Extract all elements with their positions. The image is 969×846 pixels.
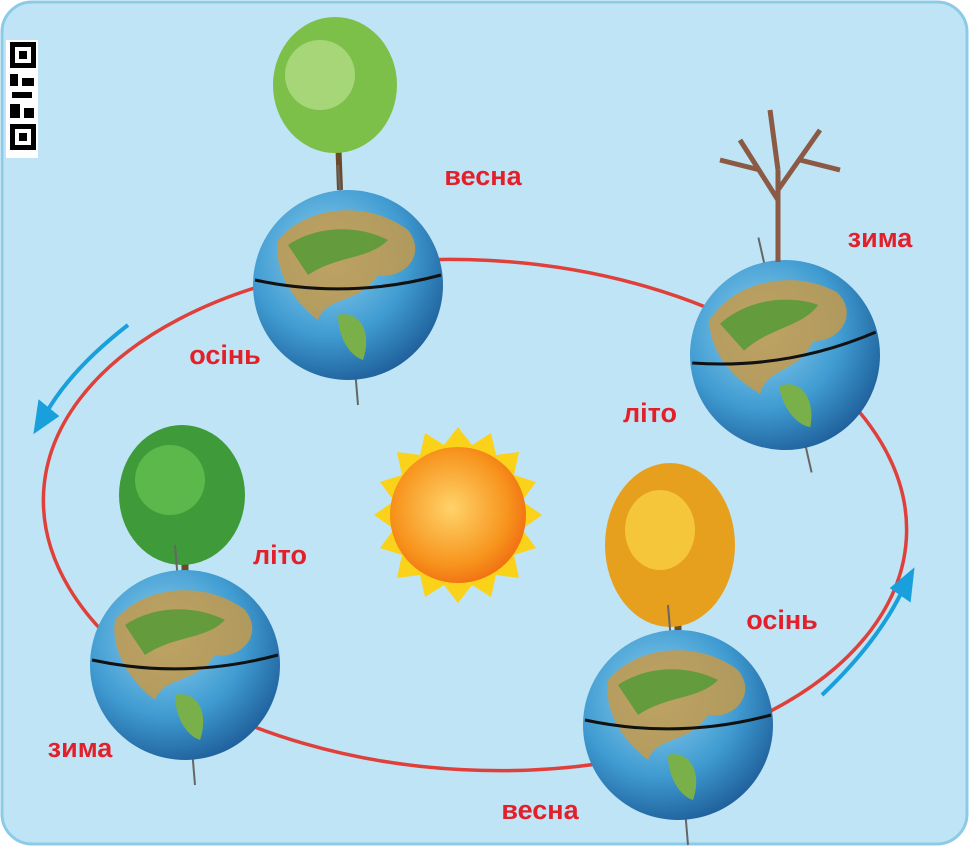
page: весна осінь зима літо літо зима осінь ве… xyxy=(0,0,969,846)
season-label: осінь xyxy=(189,340,261,370)
qr-code xyxy=(6,40,38,158)
sun xyxy=(374,427,542,603)
season-label: зима xyxy=(848,223,914,253)
season-label: весна xyxy=(501,795,579,825)
season-label: зима xyxy=(48,733,114,763)
season-label: весна xyxy=(444,161,522,191)
season-label: осінь xyxy=(746,605,818,635)
diagram: весна осінь зима літо літо зима осінь ве… xyxy=(0,0,969,846)
season-label: літо xyxy=(253,540,307,570)
season-label: літо xyxy=(623,398,677,428)
